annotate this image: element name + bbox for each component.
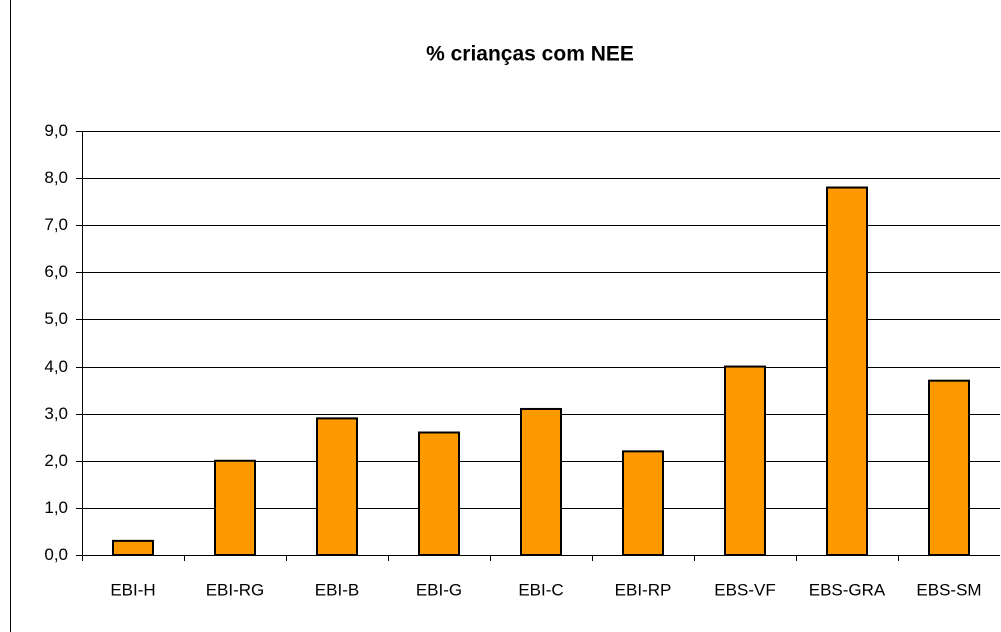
bar [520, 407, 562, 557]
x-tick-label: EBI-G [416, 580, 462, 599]
bar [826, 186, 868, 557]
y-tick-label: 0,0 [44, 545, 68, 564]
y-tick-label: 9,0 [44, 121, 68, 140]
y-tick-label: 7,0 [44, 215, 68, 234]
x-tick-label: EBI-RG [206, 580, 265, 599]
x-tick-label: EBI-RP [615, 580, 672, 599]
x-tick-label: EBS-SM [916, 580, 981, 599]
bar [316, 417, 358, 556]
chart-title: % crianças com NEE [426, 43, 634, 66]
x-tick-label: EBS-VF [714, 580, 775, 599]
y-tick-label: 3,0 [44, 404, 68, 423]
bar [418, 431, 460, 556]
bar [112, 539, 154, 556]
x-tick-label: EBI-H [110, 580, 155, 599]
bar [214, 459, 256, 556]
bar [724, 365, 766, 556]
bar [928, 379, 970, 557]
x-tick-label: EBI-B [315, 580, 359, 599]
y-tick-label: 4,0 [44, 357, 68, 376]
y-tick-label: 2,0 [44, 451, 68, 470]
y-tick-label: 1,0 [44, 498, 68, 517]
y-tick-label: 5,0 [44, 309, 68, 328]
x-tick-label: EBI-C [518, 580, 563, 599]
y-tick-label: 6,0 [44, 262, 68, 281]
y-tick-label: 8,0 [44, 168, 68, 187]
x-tick-label: EBS-GRA [809, 580, 886, 599]
bar [622, 450, 664, 557]
